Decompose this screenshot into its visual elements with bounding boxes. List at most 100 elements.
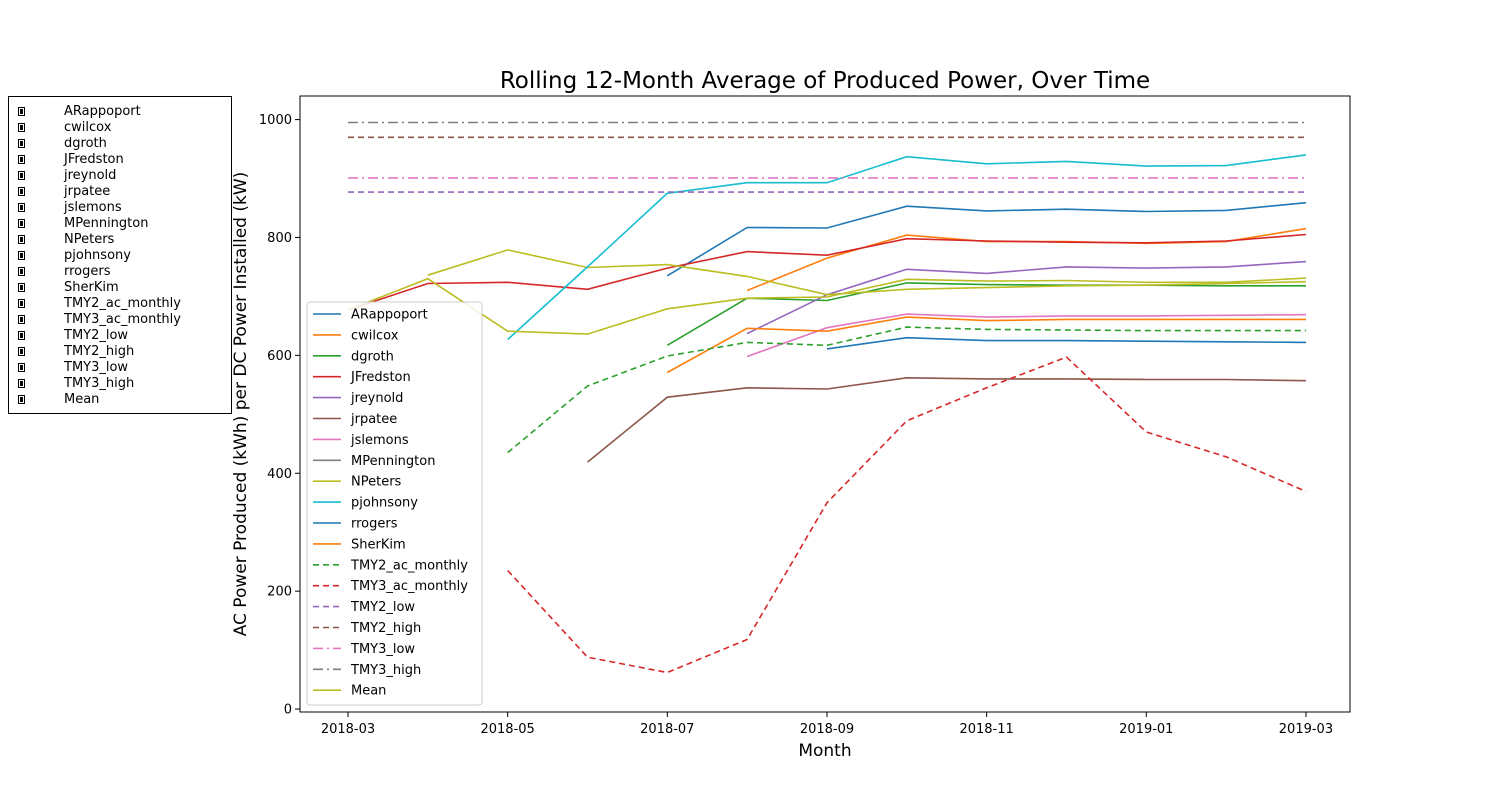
checkbox-icon[interactable] (18, 331, 25, 340)
checklist-item[interactable]: NPeters (9, 232, 231, 248)
checklist-item[interactable]: cwilcox (9, 120, 231, 136)
checklist-item[interactable]: JFredston (9, 152, 231, 168)
checklist-item-label: TMY2_high (64, 344, 135, 359)
x-tick-label: 2019-01 (1119, 722, 1173, 737)
series-line-rrogers (826, 336, 1307, 350)
legend-label: MPennington (351, 454, 435, 469)
chart-title: Rolling 12-Month Average of Produced Pow… (500, 68, 1150, 94)
legend-label: cwilcox (351, 328, 399, 343)
legend-label: TMY2_ac_monthly (350, 558, 468, 573)
y-tick-label: 1000 (259, 113, 292, 128)
plot-area (347, 121, 1307, 674)
checkbox-icon[interactable] (18, 123, 25, 132)
checkbox-icon[interactable] (18, 395, 25, 404)
checklist-item-label: ARappoport (64, 104, 141, 119)
checklist-item-label: TMY3_ac_monthly (64, 312, 181, 327)
legend-label: Mean (351, 684, 386, 699)
y-tick-label: 600 (267, 349, 292, 364)
checklist-item[interactable]: jrpatee (9, 184, 231, 200)
legend-label: TMY3_low (350, 642, 415, 657)
checkbox-icon[interactable] (18, 299, 25, 308)
x-tick-label: 2018-03 (321, 722, 375, 737)
plot-frame (299, 95, 1351, 713)
legend-label: TMY2_high (350, 621, 421, 636)
series-line-arappoport (666, 201, 1307, 277)
checklist-item-label: Mean (64, 392, 100, 407)
checklist-item-label: NPeters (64, 232, 115, 247)
checklist-item[interactable]: jreynold (9, 168, 231, 184)
checklist-item-label: pjohnsony (64, 248, 131, 263)
y-tick-label: 200 (267, 585, 292, 600)
series-line-pjohnsony (507, 154, 1307, 341)
legend-label: JFredston (350, 370, 411, 385)
checkbox-icon[interactable] (18, 139, 25, 148)
series-line-tmy3-ac-monthly (507, 356, 1307, 674)
x-tick-label: 2019-03 (1279, 722, 1333, 737)
y-tick-label: 800 (267, 231, 292, 246)
series-checklist: ARappoport cwilcox dgroth JFredston jreynold… (8, 96, 232, 414)
y-axis-label: AC Power Produced (kWh) per DC Power Ins… (231, 172, 251, 637)
checklist-item[interactable]: jslemons (9, 200, 231, 216)
x-axis-label: Month (798, 741, 851, 761)
checklist-item-label: cwilcox (64, 120, 112, 135)
series-line-jslemons (746, 313, 1307, 358)
checklist-item[interactable]: dgroth (9, 136, 231, 152)
checklist-item[interactable]: TMY2_high (9, 344, 231, 360)
series-line-sherkim (666, 316, 1306, 374)
legend-label: TMY2_low (350, 600, 415, 615)
series-line-mean (347, 277, 1307, 335)
checkbox-icon[interactable] (18, 251, 25, 260)
checklist-item[interactable]: TMY3_low (9, 360, 231, 376)
checklist-item[interactable]: SherKim (9, 280, 231, 296)
series-line-jrpatee (586, 376, 1307, 463)
checklist-item[interactable]: TMY2_ac_monthly (9, 296, 231, 312)
checklist-item-label: JFredston (64, 152, 124, 167)
checkbox-icon[interactable] (18, 155, 25, 164)
checkbox-icon[interactable] (18, 219, 25, 228)
checklist-item-label: jslemons (64, 200, 122, 215)
checklist-item[interactable]: ARappoport (9, 104, 231, 120)
checklist-item-label: SherKim (64, 280, 119, 295)
legend-label: dgroth (351, 349, 394, 364)
checkbox-icon[interactable] (18, 171, 25, 180)
chart-legend: ARappoport cwilcox dgroth JFredston jreynold… (306, 301, 483, 706)
legend-label: NPeters (351, 475, 402, 490)
checklist-item-label: dgroth (64, 136, 107, 151)
legend-label: jreynold (350, 391, 403, 406)
checklist-item[interactable]: TMY2_low (9, 328, 231, 344)
series-line-jreynold (746, 260, 1307, 335)
checklist-item[interactable]: rrogers (9, 264, 231, 280)
legend-label: jrpatee (350, 412, 397, 427)
x-tick-label: 2018-11 (959, 722, 1013, 737)
checkbox-icon[interactable] (18, 203, 25, 212)
checklist-item[interactable]: TMY3_ac_monthly (9, 312, 231, 328)
checkbox-icon[interactable] (18, 283, 25, 292)
checkbox-icon[interactable] (18, 347, 25, 356)
x-tick-label: 2018-07 (640, 722, 694, 737)
legend-label: jslemons (350, 433, 409, 448)
series-line-jfredston (347, 233, 1307, 311)
checklist-item-label: TMY3_high (64, 376, 135, 391)
legend-label: rrogers (351, 517, 398, 532)
legend-label: ARappoport (351, 308, 428, 323)
checkbox-icon[interactable] (18, 267, 25, 276)
legend-label: TMY3_high (350, 663, 421, 678)
legend-frame (306, 301, 483, 706)
checkbox-icon[interactable] (18, 107, 25, 116)
checklist-item[interactable]: pjohnsony (9, 248, 231, 264)
checkbox-icon[interactable] (18, 379, 25, 388)
legend-label: TMY3_ac_monthly (350, 579, 468, 594)
checklist-item[interactable]: TMY3_high (9, 376, 231, 392)
x-tick-label: 2018-09 (800, 722, 854, 737)
checkbox-icon[interactable] (18, 187, 25, 196)
checkbox-icon[interactable] (18, 315, 25, 324)
checklist-item-label: jreynold (64, 168, 117, 183)
checklist-item-label: TMY2_ac_monthly (64, 296, 181, 311)
checklist-item[interactable]: Mean (9, 392, 231, 408)
checkbox-icon[interactable] (18, 363, 25, 372)
legend-label: SherKim (351, 537, 406, 552)
checklist-item[interactable]: MPennington (9, 216, 231, 232)
checkbox-icon[interactable] (18, 235, 25, 244)
checklist-item-label: rrogers (64, 264, 111, 279)
